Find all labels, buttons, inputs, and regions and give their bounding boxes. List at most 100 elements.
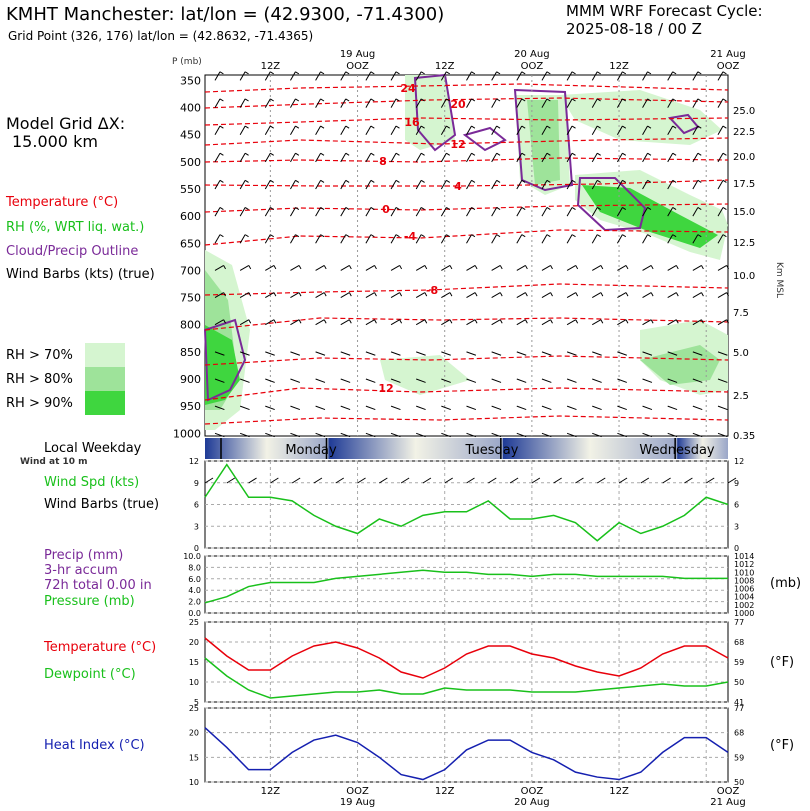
wind-barb — [340, 179, 350, 190]
height-tick-label: 5.0 — [733, 348, 749, 359]
wind-barb — [416, 405, 426, 411]
wind-barb-staff — [491, 125, 498, 135]
wind-barb — [541, 292, 553, 299]
wind-barb — [290, 179, 300, 190]
panel-right-tick: 1010 — [734, 568, 754, 577]
wind-barb — [365, 351, 376, 356]
wind-barb-staff — [214, 319, 224, 326]
wind-barb-staff — [592, 351, 602, 356]
wind-barb — [692, 378, 703, 383]
pressure-tick-label: 650 — [180, 237, 201, 250]
wind-barb-staff — [717, 432, 728, 438]
wind-barb-staff — [265, 319, 275, 326]
wind-barb-flag — [420, 234, 425, 238]
wind-barb — [491, 125, 501, 135]
wind-barb-flag — [675, 292, 679, 297]
wind-barb-staff — [415, 98, 422, 108]
height-tick-label: 17.5 — [733, 179, 755, 190]
wind-barb-flag — [370, 179, 375, 183]
wind-barb — [340, 405, 351, 411]
wind-barb-staff — [214, 292, 224, 299]
wind-barb-flag — [496, 207, 501, 211]
wind-barb — [214, 432, 225, 438]
wind-barb-flag — [395, 179, 400, 183]
wind-barb-flag — [525, 319, 528, 324]
wind-barb — [290, 405, 301, 411]
wind-barb-flag — [323, 265, 327, 270]
wind-barb-staff — [617, 319, 627, 326]
wind-barb — [214, 319, 226, 326]
wind-barb-flag — [420, 152, 425, 156]
legend-precip-accum: 3-hr accum — [44, 563, 118, 578]
panel-left-tick: 10 — [189, 678, 199, 687]
temperature-contour-12 — [204, 415, 729, 425]
wind-barb-staff — [365, 264, 375, 271]
temperature-contour-label: -8 — [426, 284, 438, 297]
wind-barb — [491, 319, 503, 326]
wind-barb-flag — [647, 207, 652, 211]
wind-barb-staff — [541, 98, 548, 108]
wind-barb-flag — [672, 152, 677, 156]
panel-left-tick: 10 — [189, 778, 199, 787]
wind-barb-staff — [315, 125, 322, 135]
temperature-contour-label: 16 — [404, 116, 420, 129]
wind-barb-flag — [244, 179, 249, 183]
wind-barb-staff — [415, 207, 422, 217]
wind-barb-staff — [541, 378, 552, 383]
wind-barb — [315, 125, 325, 135]
panel-frame-pressure — [204, 555, 729, 614]
surface-wind-barb — [422, 477, 432, 484]
wind-barb-staff — [365, 378, 376, 383]
wind-barb — [315, 207, 325, 217]
pressure-tick-label: 550 — [180, 183, 201, 196]
wind-barb — [642, 125, 652, 135]
wind-barb-flag — [726, 265, 729, 270]
wind-barb — [365, 71, 375, 81]
wind-barb-flag — [650, 292, 654, 297]
pressure-tick-label: 950 — [180, 400, 201, 413]
wind-barb-flag — [622, 125, 627, 129]
wind-barb — [717, 234, 727, 244]
wind-barb-staff — [566, 351, 577, 356]
wind-barb — [667, 405, 678, 411]
wind-barb-flag — [471, 207, 476, 211]
wind-barb-flag — [722, 152, 727, 156]
wind-barb-flag — [722, 125, 727, 129]
wind-barb-flag — [697, 207, 702, 211]
panel-left-tick: 20 — [189, 729, 199, 738]
wind-barb — [642, 152, 652, 163]
wind-barb-staff — [692, 405, 703, 411]
wind-barb — [214, 98, 224, 108]
wind-barb-flag — [697, 125, 702, 129]
wind-barb — [541, 71, 551, 81]
pressure-tick-label: 800 — [180, 319, 201, 332]
weekday-band-3 — [677, 438, 728, 459]
weekday-band-0 — [205, 438, 329, 459]
wind-barb-staff — [566, 319, 577, 326]
wind-barb-staff — [541, 152, 548, 163]
wind-barb-staff — [667, 319, 677, 326]
wind-barb — [365, 319, 377, 326]
wind-barb-flag — [496, 179, 501, 183]
wind-barb — [692, 319, 704, 326]
wind-barb-staff — [315, 180, 322, 190]
wind-barb — [239, 152, 249, 163]
wind-barb-staff — [290, 292, 300, 299]
wind-barb-flag — [575, 265, 579, 270]
wind-barb-staff — [440, 207, 447, 217]
wind-barb-staff — [214, 264, 224, 271]
temperature-contour-5 — [204, 179, 729, 187]
wind-barb — [441, 264, 453, 271]
wind-barb-staff — [415, 264, 426, 271]
wind-barb-flag — [546, 234, 551, 238]
surface-wind-barb — [335, 477, 345, 484]
wind-barb-staff — [265, 432, 275, 438]
wind-barb-flag — [596, 98, 601, 102]
panel-left-tick: 6 — [194, 501, 199, 510]
wind-barb-flag — [424, 292, 428, 297]
wind-barb — [541, 98, 551, 108]
wind-barb — [466, 234, 476, 244]
wind-barb-staff — [214, 98, 221, 108]
wind-barb — [566, 351, 577, 356]
wind-barb-flag — [471, 152, 476, 156]
